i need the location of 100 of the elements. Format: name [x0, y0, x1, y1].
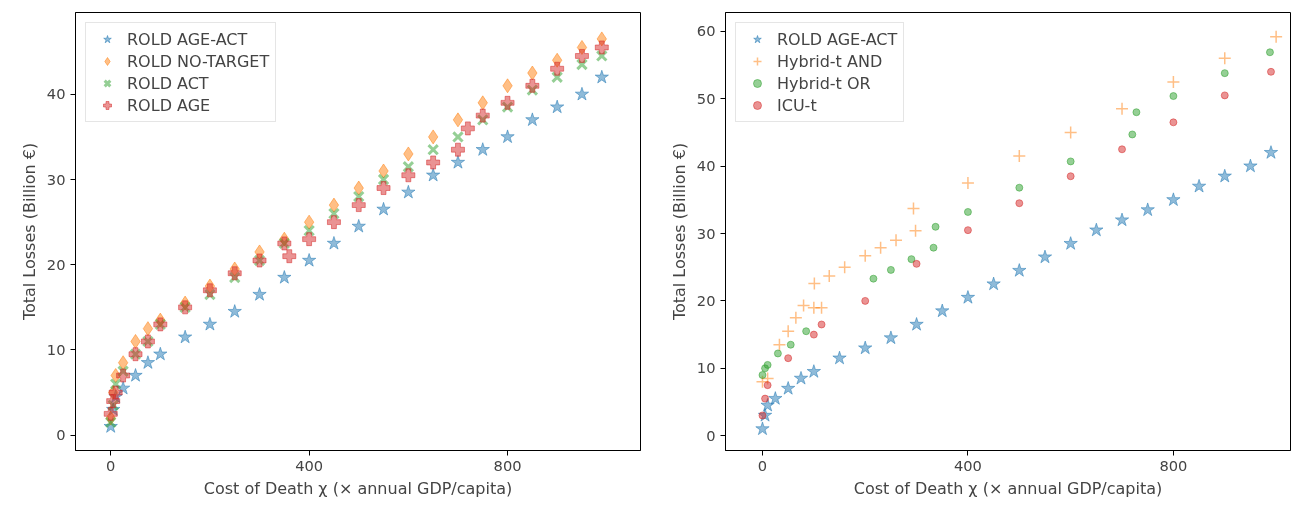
- x-tick-label: 800: [1159, 456, 1188, 474]
- y-tick-label: 10: [696, 359, 716, 377]
- point: [1220, 69, 1229, 78]
- legend-label: Hybrid-t OR: [777, 73, 871, 93]
- point: [763, 381, 772, 390]
- point: [802, 327, 811, 336]
- x-tick-label: 400: [953, 456, 982, 474]
- point: [1169, 118, 1178, 127]
- legend-label: ROLD AGE-ACT: [777, 29, 898, 49]
- point: [302, 232, 317, 247]
- point: [202, 283, 217, 298]
- point: [326, 235, 342, 250]
- point: [832, 350, 847, 365]
- point: [401, 168, 416, 183]
- point: [763, 360, 772, 369]
- point: [475, 142, 490, 156]
- point: [525, 112, 540, 127]
- point: [351, 198, 366, 213]
- point: [1132, 108, 1141, 117]
- point: [450, 154, 466, 169]
- point: [128, 368, 143, 382]
- point: [869, 274, 878, 283]
- point: [1169, 92, 1178, 101]
- point: [909, 316, 924, 331]
- point: [460, 121, 475, 136]
- y-axis-title: Total Losses (Billion €): [19, 142, 39, 322]
- y-tick-label: 50: [696, 89, 716, 107]
- point: [1114, 212, 1130, 227]
- point: [1066, 172, 1075, 181]
- point: [227, 266, 242, 281]
- point: [425, 167, 441, 182]
- point: [1265, 48, 1274, 57]
- point: [755, 421, 770, 436]
- y-tick-label: 0: [706, 426, 716, 444]
- point: [960, 290, 976, 304]
- point: [153, 346, 168, 361]
- point: [1266, 67, 1275, 76]
- point: [786, 340, 795, 349]
- point: [1063, 236, 1078, 250]
- point: [427, 129, 439, 145]
- point: [426, 155, 441, 170]
- point: [784, 354, 793, 363]
- point: [227, 304, 242, 318]
- x-tick-label: 0: [106, 456, 116, 474]
- point: [574, 48, 589, 63]
- point: [500, 129, 515, 144]
- point: [376, 181, 391, 196]
- point: [1140, 202, 1155, 217]
- point: [550, 61, 565, 76]
- point: [301, 252, 317, 267]
- point: [1066, 157, 1075, 166]
- point: [1089, 222, 1104, 237]
- point: [117, 355, 129, 371]
- y-tick-label: 0: [56, 426, 66, 444]
- point: [817, 320, 826, 329]
- point: [768, 391, 783, 405]
- point: [912, 259, 921, 268]
- point: [594, 69, 609, 84]
- point: [1166, 192, 1181, 206]
- point: [252, 287, 267, 301]
- point: [929, 243, 938, 252]
- point: [963, 226, 972, 235]
- point: [202, 316, 218, 331]
- point: [793, 370, 809, 385]
- y-tick-label: 60: [696, 22, 716, 40]
- point: [761, 394, 770, 403]
- point: [376, 201, 391, 216]
- point: [806, 364, 821, 378]
- point: [452, 112, 464, 128]
- point: [500, 95, 515, 110]
- point: [574, 86, 590, 101]
- point: [986, 276, 1001, 291]
- point: [883, 330, 899, 345]
- point: [861, 296, 870, 305]
- y-tick-label: 30: [696, 224, 716, 242]
- y-tick-label: 10: [46, 340, 66, 358]
- point: [1015, 199, 1024, 208]
- point: [1191, 178, 1207, 193]
- legend-label: Hybrid-t AND: [777, 51, 883, 71]
- legend-label: ROLD AGE-ACT: [127, 29, 248, 49]
- point: [303, 214, 315, 230]
- point: [1015, 183, 1024, 192]
- point: [1243, 158, 1258, 173]
- point: [108, 385, 123, 400]
- legend-label: ROLD NO-TARGET: [127, 51, 270, 71]
- point: [809, 330, 818, 339]
- point: [142, 321, 154, 337]
- point: [963, 207, 972, 216]
- point: [401, 184, 416, 199]
- y-tick-label: 40: [46, 85, 66, 103]
- x-tick-label: 400: [295, 456, 324, 474]
- point: [1217, 168, 1232, 183]
- point: [177, 329, 193, 344]
- point: [116, 368, 131, 383]
- x-tick-label: 0: [757, 456, 768, 474]
- point: [781, 381, 796, 395]
- x-axis-title: Cost of Death χ (× annual GDP/capita): [203, 478, 513, 498]
- y-axis-title: Total Losses (Billion €): [669, 142, 689, 322]
- x-tick-label: 800: [493, 456, 522, 474]
- y-tick-label: 30: [46, 170, 66, 188]
